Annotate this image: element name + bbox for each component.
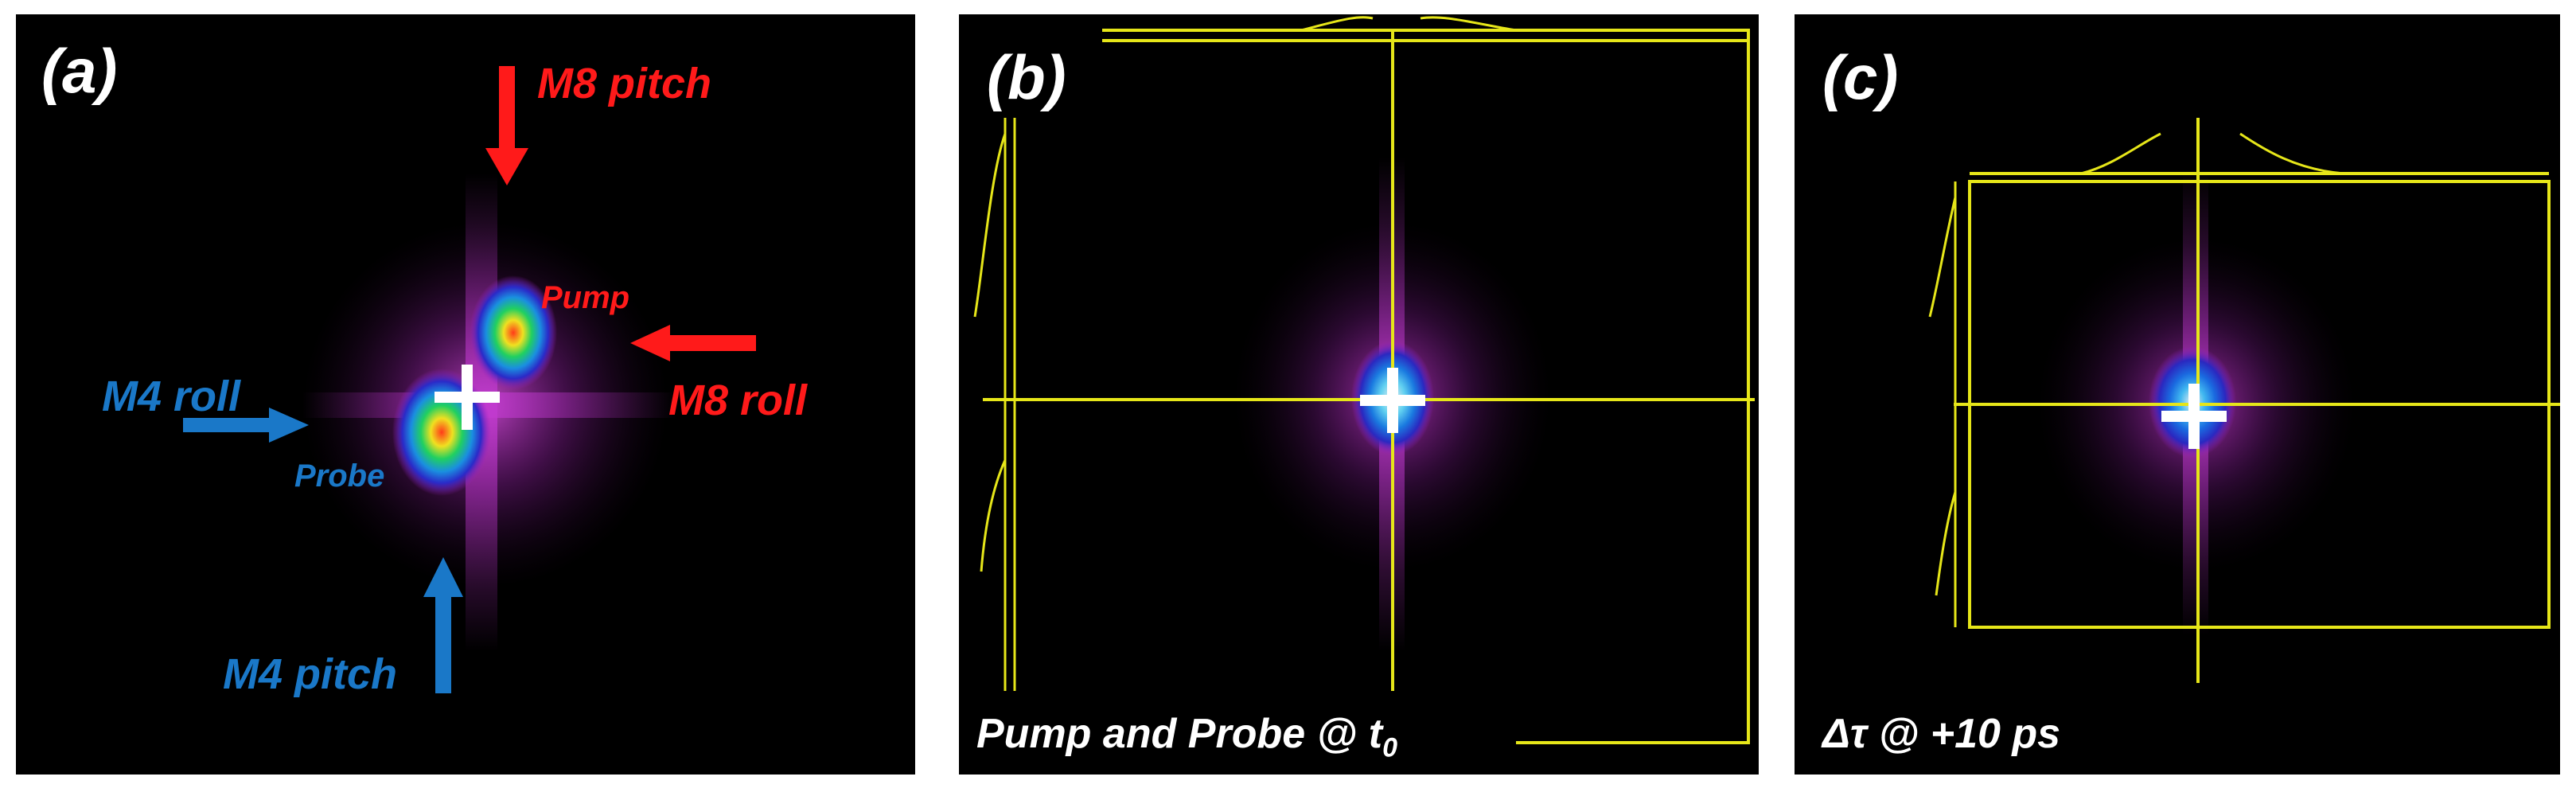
panel-a-label: (a)	[41, 36, 118, 106]
profile-left-b	[973, 118, 1016, 691]
m4-pitch-arrow-icon	[423, 557, 463, 693]
beam-profile-image-b	[973, 16, 1755, 744]
m8-roll-arrow-icon	[630, 325, 756, 361]
panel-c-caption: Δτ @ +10 ps	[1822, 711, 2061, 757]
m4-roll-arrow-icon	[183, 408, 309, 443]
caption-main: Pump and Probe @ t	[976, 711, 1383, 757]
caption-subscript: 0	[1382, 732, 1397, 763]
m8-roll-label: M8 roll	[668, 377, 808, 424]
crosshair-c	[1954, 118, 2560, 683]
profile-left-c	[1928, 181, 1957, 627]
panel-b: (b) Pump and Probe @ t0	[959, 14, 1759, 775]
beam-profile-image-a	[183, 66, 756, 693]
panel-c: (c) Δτ @ +10 ps	[1795, 14, 2560, 775]
panel-a: (a) M8 pitch Pump M8 roll M4 roll Probe …	[16, 14, 915, 775]
panel-b-label: (b)	[987, 42, 1066, 112]
pump-label: Pump	[541, 280, 630, 315]
m4-pitch-label: M4 pitch	[223, 650, 398, 698]
probe-spot	[392, 369, 491, 496]
panel-c-label: (c)	[1822, 42, 1899, 112]
center-cross-marker	[435, 365, 500, 430]
m8-pitch-label: M8 pitch	[537, 60, 712, 107]
profile-top-b	[1300, 16, 1517, 32]
crosshair-b	[983, 29, 1755, 744]
pump-spot	[470, 275, 557, 390]
center-cross-marker-b	[1360, 368, 1425, 433]
m4-roll-label: M4 roll	[102, 373, 241, 420]
probe-label: Probe	[294, 458, 385, 494]
m8-pitch-arrow-icon	[485, 66, 528, 185]
beam-profile-image-c	[1928, 118, 2560, 683]
center-cross-marker-c	[2161, 384, 2227, 449]
profile-top-c	[2080, 132, 2344, 175]
panel-b-caption: Pump and Probe @ t0	[976, 713, 1397, 761]
